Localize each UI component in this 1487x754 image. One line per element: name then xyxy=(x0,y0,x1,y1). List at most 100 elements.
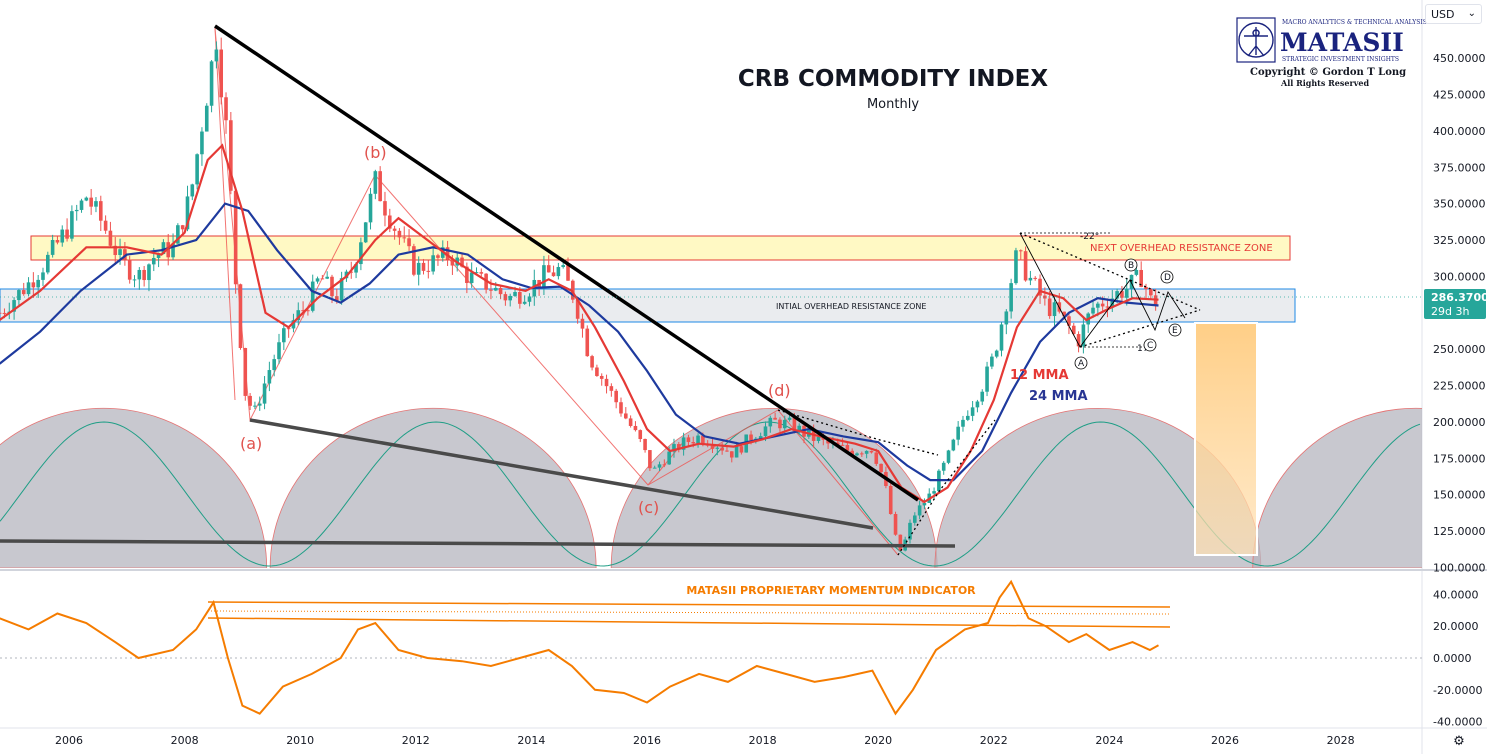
candle-body xyxy=(190,184,195,197)
candle-body xyxy=(339,278,344,301)
candle-body xyxy=(493,287,498,291)
candle-body xyxy=(479,272,484,274)
matasii-logo: MACRO ANALYTICS & TECHNICAL ANALYSIS MAT… xyxy=(1236,17,1427,88)
indicator-axis[interactable]: 40.0000 20.0000 0.0000 -20.0000 -40.0000 xyxy=(1433,588,1482,728)
candle-body xyxy=(219,49,224,98)
candle-body xyxy=(26,282,31,295)
candle-body xyxy=(821,436,826,440)
candle-body xyxy=(176,225,180,244)
wave-label-d: (d) xyxy=(768,381,791,400)
candle-body xyxy=(710,445,715,449)
cycle-dome xyxy=(269,407,597,568)
candle-body xyxy=(773,417,777,420)
candle-body xyxy=(908,522,912,540)
time-tick-label: 2008 xyxy=(171,734,199,747)
candle-body xyxy=(1014,250,1018,284)
candle-body xyxy=(922,502,927,506)
candle-body xyxy=(1091,307,1095,314)
candle-body xyxy=(436,255,440,258)
candle-body xyxy=(965,415,970,420)
indicator-tick-label: 0.0000 xyxy=(1433,652,1472,665)
candle-body xyxy=(50,240,55,255)
triangle-labels: A B C D E xyxy=(1074,258,1182,370)
candle-body xyxy=(619,402,623,414)
candle-body xyxy=(416,262,421,275)
candle-body xyxy=(1144,286,1148,290)
candle-body xyxy=(869,450,874,453)
candle-body xyxy=(0,312,2,314)
price-tick-label: 300.0000 xyxy=(1433,270,1486,283)
time-axis[interactable]: 2006 2008 2010 2012 2014 2016 2018 2020 2022 2024… xyxy=(55,734,1355,747)
candle-body xyxy=(286,328,291,330)
candle-body xyxy=(657,464,662,468)
next-zone-label: NEXT OVERHEAD RESISTANCE ZONE xyxy=(1090,243,1273,254)
candle-body xyxy=(1105,306,1110,308)
candle-body xyxy=(551,272,556,277)
bar-countdown: 29d 3h xyxy=(1431,305,1469,318)
candle-body xyxy=(638,430,643,439)
candle-body xyxy=(1038,278,1042,296)
time-tick-label: 2006 xyxy=(55,734,83,747)
candle-body xyxy=(402,237,407,239)
svg-text:All Rights Reserved: All Rights Reserved xyxy=(1280,78,1369,88)
candle-body xyxy=(1096,303,1100,308)
candle-body xyxy=(98,201,103,221)
candle-body xyxy=(238,284,243,349)
candle-body xyxy=(1071,325,1076,335)
candle-body xyxy=(1009,283,1013,312)
candle-body xyxy=(431,255,435,272)
lower-wedge-line xyxy=(249,418,874,530)
price-tick-label: 150.0000 xyxy=(1433,489,1486,502)
candle-body xyxy=(363,222,368,243)
price-tick-label: 400.0000 xyxy=(1433,125,1486,138)
candle-body xyxy=(513,292,517,296)
candle-body xyxy=(994,350,999,357)
candle-body xyxy=(359,242,363,265)
chevron-down-icon: ⌄ xyxy=(1467,8,1476,19)
ma12-label: 12 MMA xyxy=(1010,368,1069,383)
candle-body xyxy=(1120,291,1124,298)
candle-body xyxy=(768,417,773,427)
candle-body xyxy=(195,154,199,185)
candle-body xyxy=(1004,311,1009,325)
gear-icon[interactable]: ⚙ xyxy=(1453,733,1465,748)
candle-body xyxy=(248,395,252,406)
candle-body xyxy=(749,434,753,441)
momentum-line xyxy=(0,579,1159,716)
candle-body xyxy=(1028,277,1033,281)
candle-body xyxy=(1076,334,1081,347)
last-price-tag: 286.3700 29d 3h xyxy=(0,289,1487,319)
time-tick-label: 2016 xyxy=(633,734,661,747)
candle-body xyxy=(1023,251,1028,281)
candle-body xyxy=(542,265,546,287)
chart-subtitle: Monthly xyxy=(867,97,919,112)
time-tick-label: 2018 xyxy=(749,734,777,747)
angle-top-label: -22° xyxy=(1080,232,1099,242)
candle-body xyxy=(378,171,382,202)
candle-body xyxy=(961,419,965,427)
candle-body xyxy=(257,403,262,406)
candle-body xyxy=(421,262,426,271)
candle-body xyxy=(397,230,402,238)
candle-body xyxy=(561,265,565,268)
candle-body xyxy=(990,356,994,367)
time-tick-label: 2010 xyxy=(286,734,314,747)
ma24-line xyxy=(0,202,1159,482)
candle-body xyxy=(1149,289,1153,296)
price-tick-label: 125.0000 xyxy=(1433,525,1486,538)
candle-body xyxy=(782,419,787,429)
candle-body xyxy=(797,425,802,432)
candle-body xyxy=(89,197,93,207)
candle-body xyxy=(975,401,980,408)
ma24-label: 24 MMA xyxy=(1029,389,1088,404)
candle-body xyxy=(498,287,503,295)
candle-body xyxy=(123,249,127,260)
price-tick-label: 250.0000 xyxy=(1433,343,1486,356)
candle-body xyxy=(161,242,166,255)
candle-body xyxy=(60,229,65,243)
ma12-line xyxy=(0,143,1159,504)
price-axis[interactable]: 450.0000 425.0000 400.0000 375.0000 350.0000… xyxy=(1433,52,1486,574)
candle-body xyxy=(229,120,233,191)
currency-selector[interactable]: USD ⌄ xyxy=(1425,4,1482,24)
